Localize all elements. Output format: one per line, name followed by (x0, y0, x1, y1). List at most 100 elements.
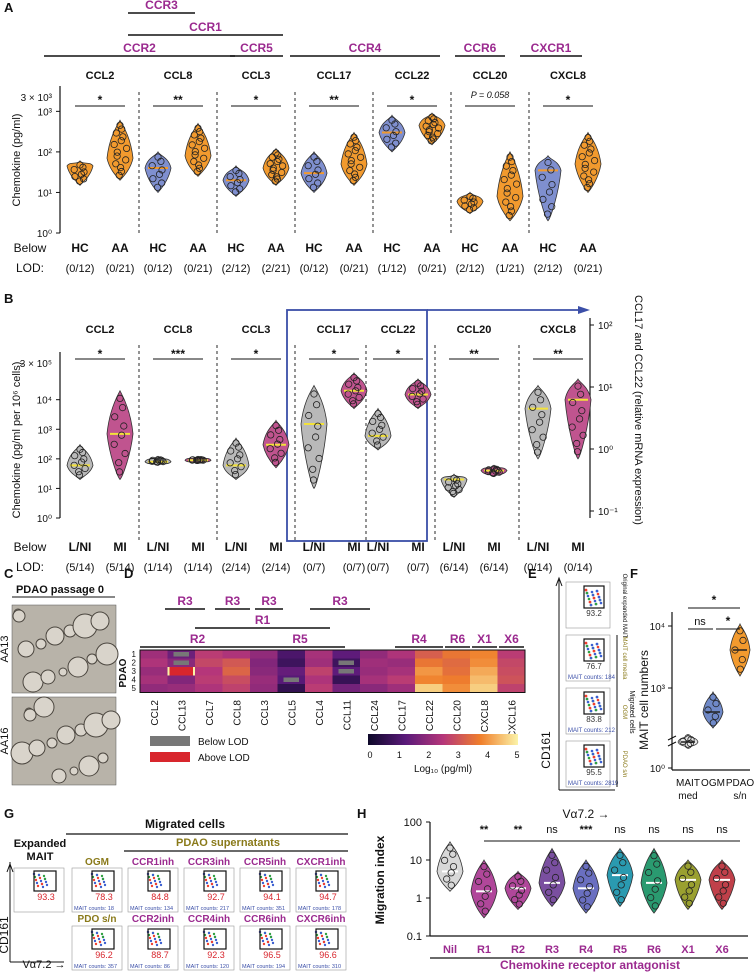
flow-dot (326, 880, 330, 884)
y-tick-label-b: 10⁴ (37, 396, 52, 407)
flow-dot (326, 938, 330, 942)
flow-dot (597, 754, 601, 758)
data-point-a (382, 124, 390, 132)
flow-dot (316, 878, 320, 882)
flow-dot (324, 874, 328, 878)
sig-f-0: * (712, 593, 717, 607)
below-label-a: Below (14, 241, 47, 255)
data-point-b (193, 456, 202, 464)
data-point-b (71, 452, 79, 460)
flow-dot (265, 937, 269, 941)
organoid-blob (67, 656, 89, 678)
data-point-b (344, 390, 352, 398)
data-point-h (685, 887, 693, 895)
flow-dot (154, 940, 158, 944)
flow-dot (94, 884, 98, 888)
flow-dot (266, 940, 270, 944)
heatmap-cell (387, 667, 415, 676)
data-point-b (569, 398, 577, 407)
flow-dot (149, 939, 153, 943)
data-point-a (347, 157, 355, 165)
data-point-h (446, 844, 454, 852)
lod-value-b: (2/14) (222, 562, 251, 574)
flow-dot (159, 883, 163, 887)
flow-dot (101, 877, 105, 881)
y-tick-label-b: 10³ (38, 425, 53, 436)
significance-a-4: * (410, 93, 415, 107)
heatmap-cell (140, 667, 168, 676)
data-point-a (116, 121, 124, 129)
flow-plot-g-bottom-3-gate (259, 928, 283, 950)
y-tick-label-a: 10³ (38, 107, 53, 118)
flow-dot (152, 934, 156, 938)
y-label-e: CD161 (539, 731, 553, 769)
sig-h-5: ns (614, 824, 626, 836)
data-point-a (344, 150, 352, 158)
sig-h-3: ns (546, 824, 558, 836)
flow-dot (151, 931, 155, 935)
data-point-a (157, 157, 165, 165)
category-label-h-3: R3 (545, 944, 559, 956)
category-label-f-1: OGM (701, 778, 725, 789)
heatmap-cell (167, 684, 195, 693)
heatmap-cell (305, 667, 333, 676)
violin-a-5-HC (456, 191, 484, 215)
heatmap-cell (442, 684, 470, 693)
data-point-b (309, 476, 318, 484)
flow-plot-g-bottom-1-percent: 88.7 (151, 950, 169, 960)
lod-value-b: (6/14) (440, 562, 469, 574)
panel-c: PDAO passage 0 AA13 AA16 (0, 584, 121, 786)
flow-dot (590, 643, 594, 647)
colorbar-tick: 5 (514, 750, 519, 760)
y-tick-label-h-0: 100 (404, 817, 422, 829)
heatmap-col-label-2: CCL7 (205, 700, 216, 726)
flow-dot (591, 646, 595, 650)
heatmap-cell (497, 650, 525, 659)
data-point-h (617, 896, 625, 904)
flow-dot (321, 879, 325, 883)
flow-dot (97, 879, 101, 883)
data-point-h (721, 868, 729, 876)
flow-dot (593, 652, 597, 656)
heatmap-cell (497, 684, 525, 693)
y-axis-arrow-g (6, 862, 14, 873)
side-label-e-1: MAIT cell media (621, 637, 627, 681)
data-point-a (502, 198, 510, 206)
receptor-label-a-0: CCR3 (145, 0, 178, 12)
flow-dot (585, 644, 589, 648)
flow-plot-g-top-2-percent: 92.7 (207, 892, 225, 902)
organoid-blob (17, 640, 35, 658)
top-label-g-4: CXCR1inh (297, 857, 346, 868)
flow-dot (262, 884, 266, 888)
flow-dot (209, 879, 213, 883)
data-point-a (429, 120, 437, 129)
data-point-b (408, 392, 416, 400)
data-point-h (483, 870, 491, 878)
data-point-b (535, 418, 544, 426)
flow-dot (204, 878, 208, 882)
data-point-a (314, 179, 322, 187)
data-point-b (311, 433, 320, 441)
category-label2-f-0: med (678, 791, 697, 802)
lod-value-a: (0/12) (300, 263, 329, 275)
flow-percent-e-3: 95.5 (586, 768, 602, 777)
flow-dot (260, 878, 264, 882)
data-point-b (349, 400, 358, 408)
y-max-label-b: 3 × 10⁵ (20, 359, 52, 370)
data-point-a (201, 144, 209, 152)
organoid-blob (78, 755, 100, 777)
data-point-f (736, 627, 744, 635)
y-tick-label-f-1: 10³ (651, 684, 666, 695)
data-point-b (419, 395, 427, 403)
data-point-a (349, 177, 357, 185)
heatmap-cell (277, 658, 305, 667)
flow-plot-g-bottom-3-percent: 96.5 (263, 950, 281, 960)
data-point-f (738, 655, 746, 664)
flow-dot (103, 883, 107, 887)
data-point-a (123, 144, 131, 152)
violin-a-1-HC (144, 150, 172, 194)
flow-dot (598, 598, 602, 602)
y-tick-label-b: 10² (38, 455, 53, 466)
group-label-b: MI (191, 540, 204, 554)
sig-f-2: * (726, 614, 731, 628)
